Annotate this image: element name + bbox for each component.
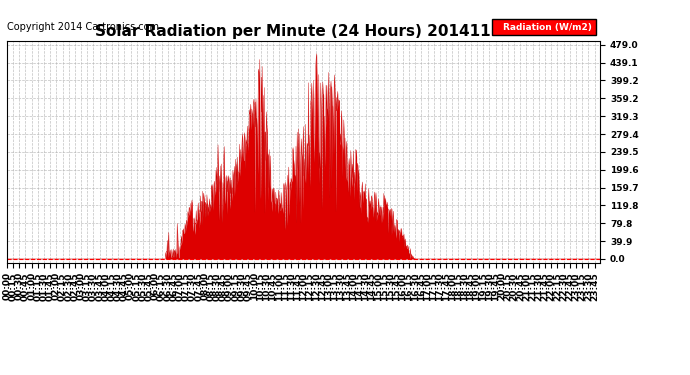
Title: Solar Radiation per Minute (24 Hours) 20141117: Solar Radiation per Minute (24 Hours) 20… <box>95 24 512 39</box>
Legend: Radiation (W/m2): Radiation (W/m2) <box>493 19 595 35</box>
Text: Copyright 2014 Cartronics.com: Copyright 2014 Cartronics.com <box>7 22 159 32</box>
